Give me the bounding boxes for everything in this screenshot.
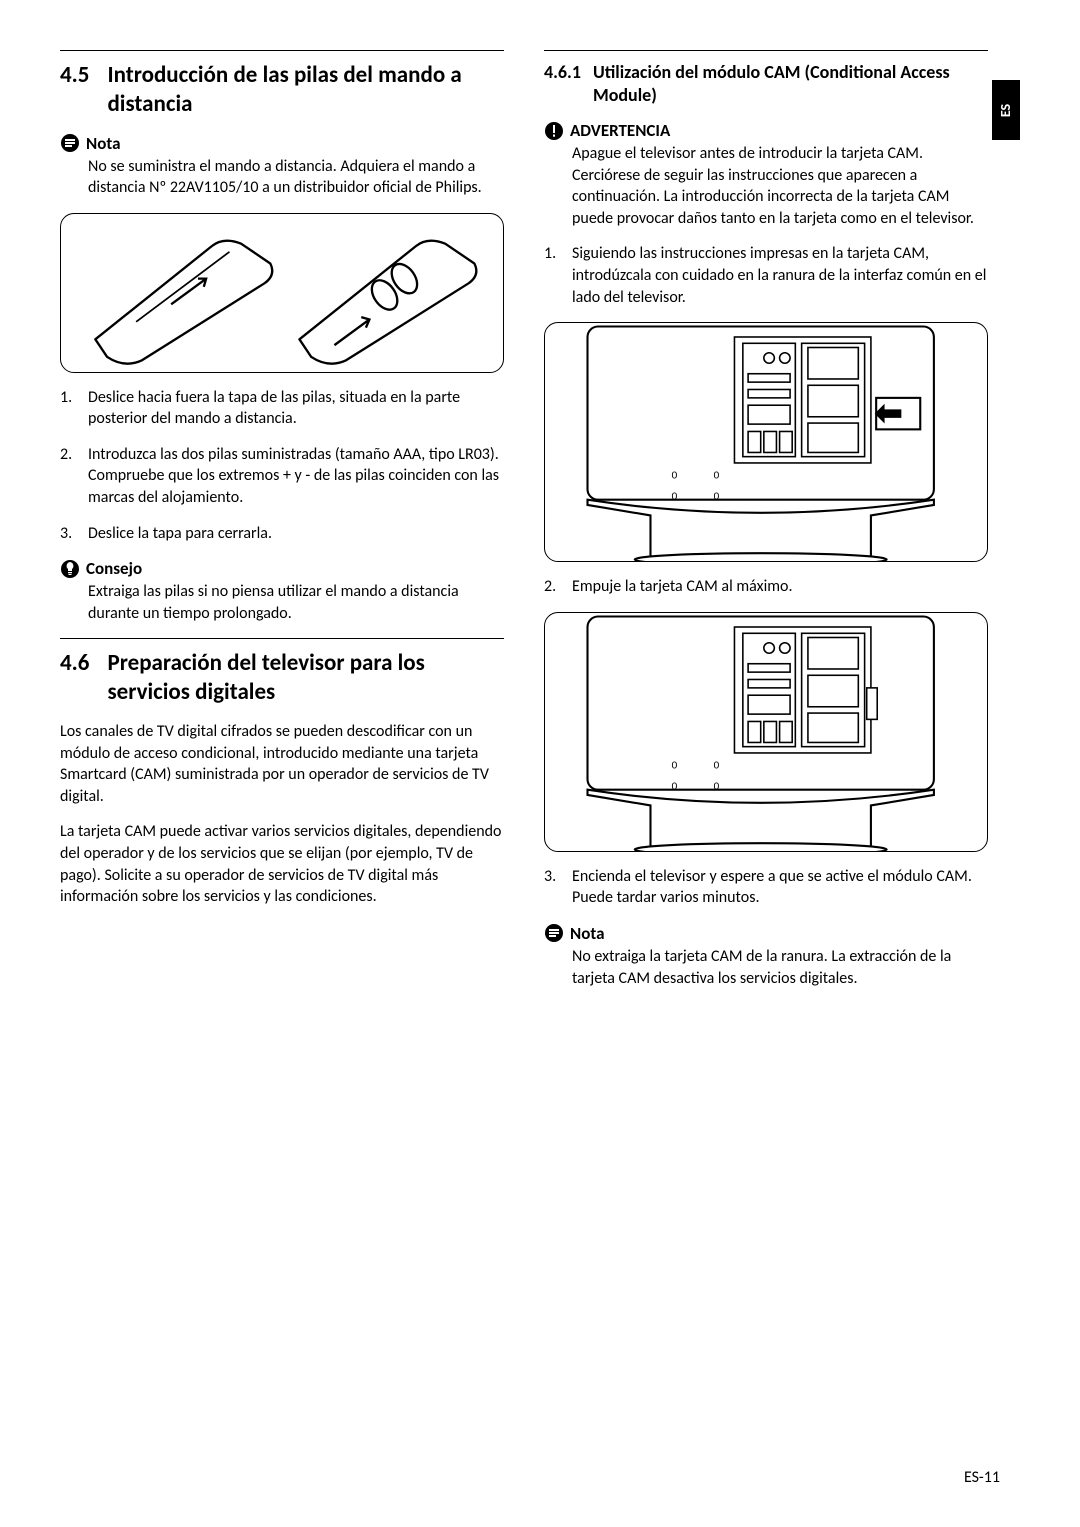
section-4-5-heading: 4.5 Introducción de las pilas del mando … [60,61,504,119]
tip-icon [60,559,80,579]
svg-text:0: 0 [672,492,678,503]
para-4-6-2: La tarjeta CAM puede activar varios serv… [60,821,504,907]
right-column: 4.6.1 Utilización del módulo CAM (Condit… [544,50,1020,1001]
page-columns: 4.5 Introducción de las pilas del mando … [60,50,1020,1001]
subsection-4-6-1-heading: 4.6.1 Utilización del módulo CAM (Condit… [544,61,988,106]
steps-4-6-1a: Siguiendo las instrucciones impresas en … [544,243,988,308]
step-4-5-3: Deslice la tapa para cerrarla. [60,523,504,545]
note-head-1: Nota [60,133,504,154]
note-callout-1: Nota No se suministra el mando a distanc… [60,133,504,199]
rule-mid-left [60,638,504,639]
step-4-6-2: Empuje la tarjeta CAM al máximo. [544,576,988,598]
warning-label: ADVERTENCIA [570,120,670,141]
svg-text:0: 0 [714,760,720,771]
step-4-5-2: Introduzca las dos pilas suministradas (… [60,444,504,509]
figure-tv-cam-push: 0 0 0 0 [544,612,988,852]
svg-text:0: 0 [714,781,720,792]
tip-callout: Consejo Extraiga las pilas si no piensa … [60,558,504,624]
svg-text:0: 0 [672,471,678,482]
left-column: 4.5 Introducción de las pilas del mando … [60,50,504,1001]
steps-4-6-1c: Encienda el televisor y espere a que se … [544,866,988,909]
step-4-6-1: Siguiendo las instrucciones impresas en … [544,243,988,308]
tip-label: Consejo [86,558,142,579]
note-label-1: Nota [86,133,120,154]
warning-callout: ADVERTENCIA Apague el televisor antes de… [544,120,988,229]
subsection-4-6-1-title: Utilización del módulo CAM (Conditional … [593,61,988,106]
section-4-6-heading: 4.6 Preparación del televisor para los s… [60,649,504,707]
note-head-2: Nota [544,923,988,944]
note-icon-2 [544,923,564,943]
tip-body: Extraiga las pilas si no piensa utilizar… [60,581,504,624]
svg-text:0: 0 [714,471,720,482]
figure-tv-cam-insert: 0 0 0 0 [544,322,988,562]
note-callout-2: Nota No extraiga la tarjeta CAM de la ra… [544,923,988,989]
step-4-6-3: Encienda el televisor y espere a que se … [544,866,988,909]
figure-remote-batteries [60,213,504,373]
warning-body: Apague el televisor antes de introducir … [544,143,988,229]
para-4-6-1: Los canales de TV digital cifrados se pu… [60,721,504,807]
section-4-6-number: 4.6 [60,649,89,707]
language-tab: ES [992,80,1020,140]
section-4-5-title: Introducción de las pilas del mando a di… [107,61,504,119]
steps-4-5: Deslice hacia fuera la tapa de las pilas… [60,387,504,545]
tip-head: Consejo [60,558,504,579]
language-tab-label: ES [998,103,1015,116]
svg-text:0: 0 [672,760,678,771]
section-4-5-number: 4.5 [60,61,89,119]
note-body-1: No se suministra el mando a distancia. A… [60,156,504,199]
warning-icon [544,121,564,141]
steps-4-6-1b: Empuje la tarjeta CAM al máximo. [544,576,988,598]
rule-top-right [544,50,988,51]
warning-head: ADVERTENCIA [544,120,988,141]
note-icon [60,133,80,153]
rule-top-left [60,50,504,51]
page-footer: ES-11 [964,1468,1000,1487]
note-body-2: No extraiga la tarjeta CAM de la ranura.… [544,946,988,989]
note-label-2: Nota [570,923,604,944]
svg-text:0: 0 [672,781,678,792]
svg-text:0: 0 [714,492,720,503]
step-4-5-1: Deslice hacia fuera la tapa de las pilas… [60,387,504,430]
subsection-4-6-1-number: 4.6.1 [544,61,581,106]
section-4-6-title: Preparación del televisor para los servi… [107,649,504,707]
